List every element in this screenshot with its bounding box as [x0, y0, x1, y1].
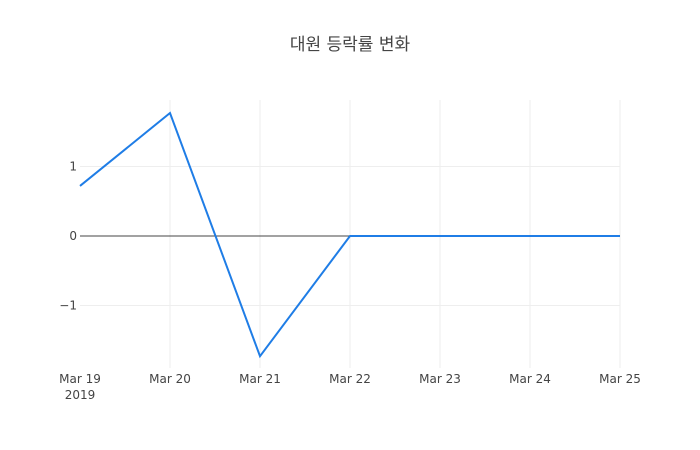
- x-tick-label: Mar 25: [599, 372, 641, 386]
- y-axis-tick-labels: 1 0 −1: [59, 160, 77, 313]
- x-tick-label: Mar 19: [59, 372, 101, 386]
- x-tick-label: Mar 22: [329, 372, 371, 386]
- series-line[interactable]: [79, 111, 620, 359]
- x-axis-year-label: 2019: [65, 388, 96, 402]
- x-tick-label: Mar 23: [419, 372, 461, 386]
- y-tick-label: 1: [69, 160, 77, 174]
- x-gridlines: [169, 100, 621, 368]
- y-tick-label: 0: [69, 229, 77, 243]
- x-axis-tick-labels: Mar 19 Mar 20 Mar 21 Mar 22 Mar 23 Mar 24 Mar …: [59, 372, 641, 402]
- x-tick-label: Mar 21: [239, 372, 281, 386]
- y-gridlines: [80, 166, 620, 306]
- y-tick-label: −1: [59, 299, 77, 313]
- chart-title: 대원 등락률 변화: [289, 35, 411, 55]
- x-tick-label: Mar 20: [149, 372, 191, 386]
- x-tick-label: Mar 24: [509, 372, 551, 386]
